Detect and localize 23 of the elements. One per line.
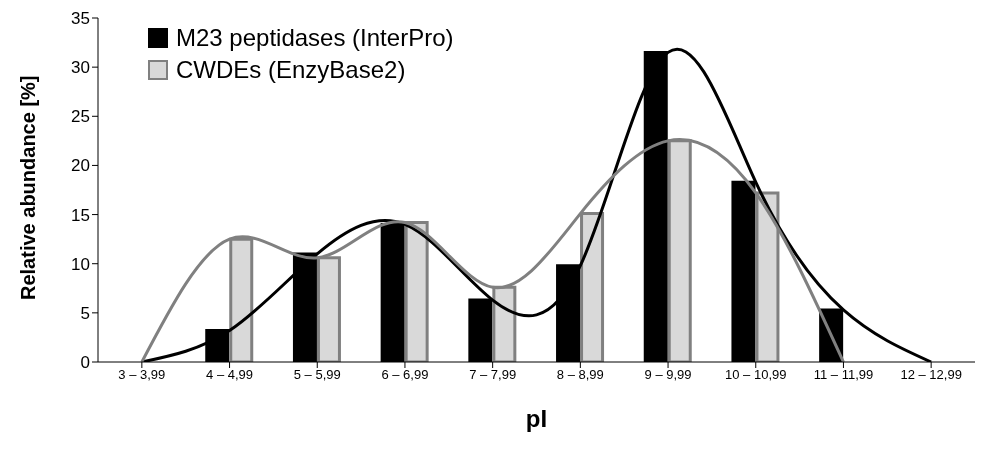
- x-tick-label: 6 – 6,99: [381, 367, 429, 383]
- x-tick-label: 11 – 11,99: [813, 367, 874, 383]
- y-tick-label: 5: [80, 303, 90, 323]
- legend-label: M23 peptidases (InterPro): [176, 24, 454, 52]
- x-tick-label: 3 – 3,99: [118, 367, 166, 383]
- y-tick-label: 10: [71, 254, 90, 274]
- x-tick-label: 9 – 9,99: [644, 367, 692, 383]
- y-tick-label: 15: [71, 205, 90, 225]
- x-tick-label: 12 – 12,99: [900, 367, 962, 383]
- y-tick-label: 0: [80, 353, 90, 373]
- y-axis-title: Relative abundance [%]: [17, 75, 40, 300]
- legend-label: CWDEs (EnzyBase2): [176, 56, 406, 84]
- x-tick-label: 10 – 10,99: [725, 367, 787, 383]
- y-tick-label: 20: [71, 156, 90, 176]
- y-tick-label: 25: [71, 107, 90, 127]
- x-axis-title: pI: [525, 405, 548, 432]
- y-tick-label: 35: [71, 9, 90, 29]
- x-tick-label: 8 – 8,99: [556, 367, 604, 383]
- x-tick-label: 7 – 7,99: [469, 367, 517, 383]
- x-tick-label: 4 – 4,99: [206, 367, 254, 383]
- x-tick-label: 5 – 5,99: [293, 367, 341, 383]
- y-tick-label: 30: [71, 58, 90, 78]
- line-series: [140, 138, 845, 362]
